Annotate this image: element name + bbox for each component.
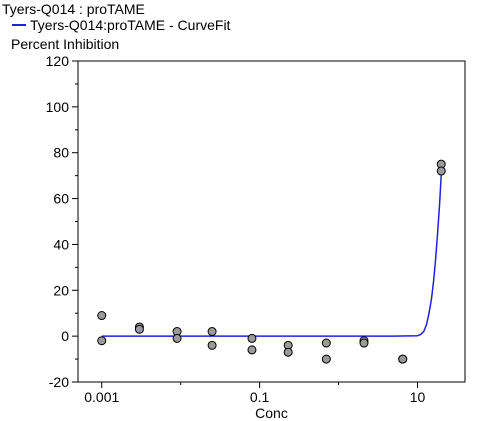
y-tick-label: 40 (53, 236, 69, 252)
x-tick-label: 0.1 (250, 389, 270, 405)
data-point (207, 327, 217, 337)
y-tick-label: 60 (53, 191, 69, 207)
data-point (134, 324, 144, 334)
x-axis-title: Conc (255, 405, 288, 421)
y-tick-label: 80 (53, 145, 69, 161)
legend-swatch-curvefit (12, 24, 26, 27)
legend: Tyers-Q014:proTAME - CurveFit (12, 17, 230, 33)
data-point (359, 338, 369, 348)
x-tick-label: 0.001 (84, 389, 119, 405)
chart-title: Tyers-Q014 : proTAME (2, 1, 145, 17)
data-point (283, 347, 293, 357)
y-tick-label: 20 (53, 282, 69, 298)
plot-frame (77, 60, 466, 383)
curve-fit-line (101, 175, 442, 337)
data-point (97, 311, 107, 321)
data-point (207, 340, 217, 350)
y-tick-label: 0 (61, 328, 69, 344)
data-point (172, 333, 182, 343)
data-point (247, 345, 257, 355)
data-point (321, 338, 331, 348)
data-point (321, 354, 331, 364)
data-point (97, 336, 107, 346)
data-point (436, 166, 446, 176)
y-tick-label: 100 (46, 99, 70, 115)
y-axis-title: Percent Inhibition (11, 36, 120, 52)
data-point (398, 354, 408, 364)
data-point (247, 333, 257, 343)
y-tick-label: 120 (46, 53, 70, 69)
legend-label-curvefit: Tyers-Q014:proTAME - CurveFit (30, 17, 231, 33)
y-tick-label: -20 (49, 374, 69, 390)
x-tick-label: 10 (410, 389, 426, 405)
